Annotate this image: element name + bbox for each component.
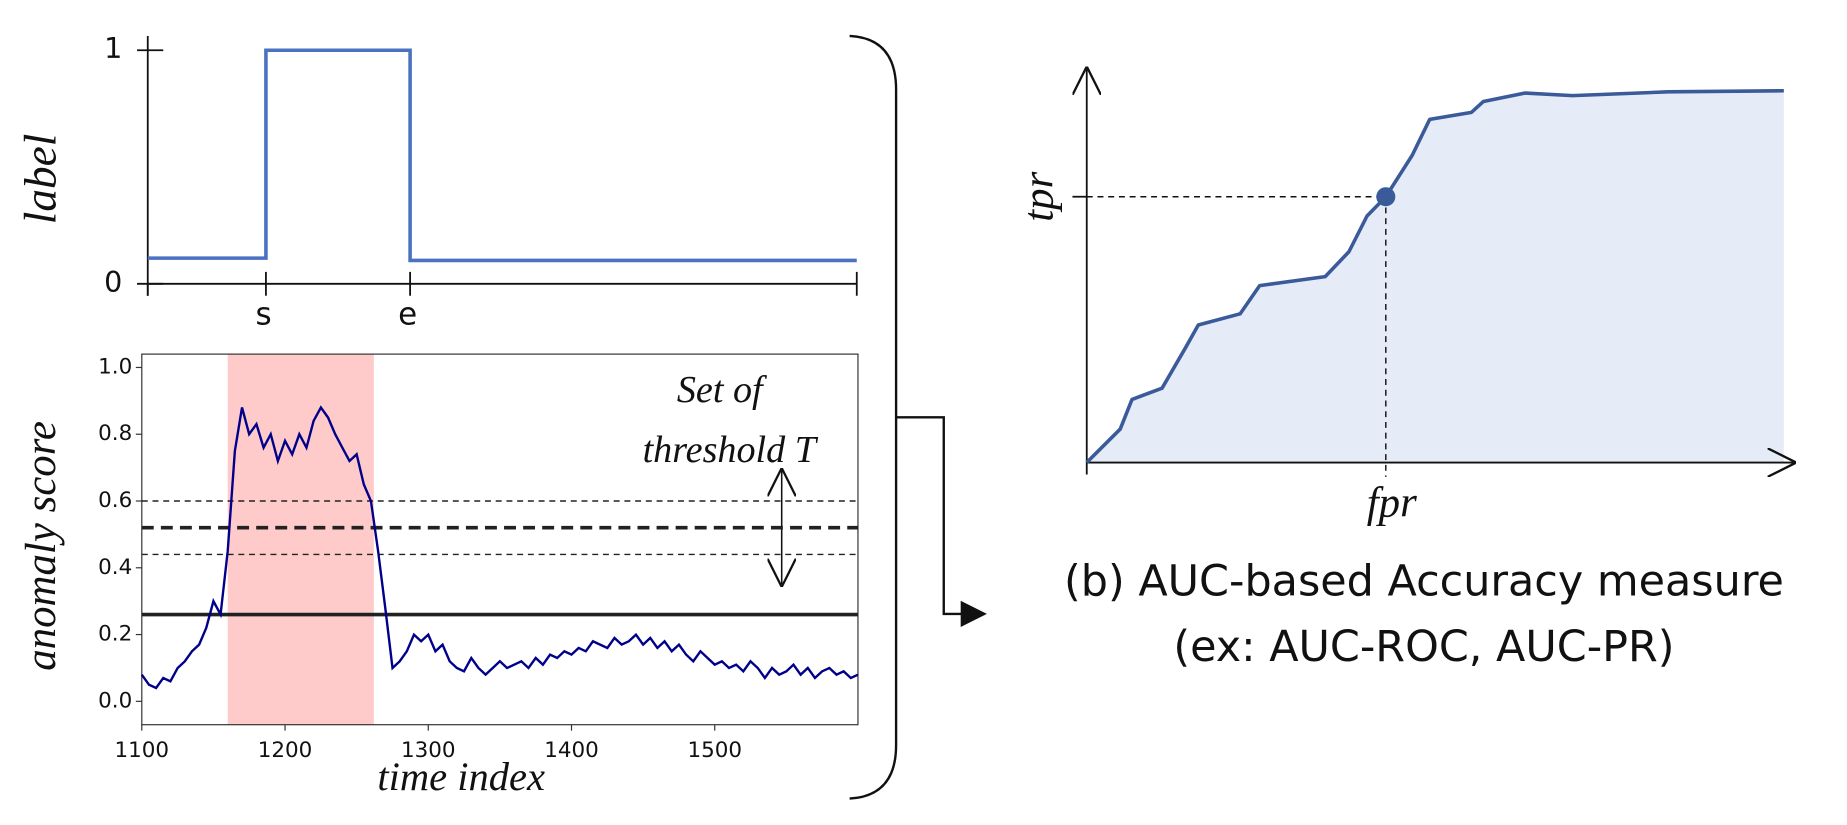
y-tick-label: 0.0 bbox=[98, 688, 132, 713]
y-tick-label: 0 bbox=[104, 265, 122, 299]
x-tick-label: 1200 bbox=[258, 738, 313, 763]
caption: (ex: AUC-ROC, AUC-PR) bbox=[1173, 622, 1674, 672]
flow-arrow bbox=[896, 416, 987, 627]
x-tick-label: s bbox=[255, 296, 271, 332]
y-axis-label: anomaly score bbox=[18, 421, 65, 671]
auc-area bbox=[1086, 90, 1784, 463]
y-tick-label: 1.0 bbox=[98, 354, 132, 379]
y-axis-label: label bbox=[16, 134, 66, 225]
x-tick-label: e bbox=[398, 296, 417, 332]
label-line bbox=[147, 48, 857, 263]
anomaly-region bbox=[227, 354, 374, 725]
y-tick-label: 0.8 bbox=[98, 421, 132, 446]
x-axis-label: time index bbox=[377, 754, 545, 799]
operating-point bbox=[1376, 187, 1396, 207]
y-axis-label: tpr bbox=[1016, 171, 1063, 221]
x-tick-label: 1300 bbox=[401, 738, 456, 763]
x-tick-label: 1400 bbox=[544, 738, 599, 763]
annotation: Set of bbox=[677, 369, 767, 411]
x-tick-label: 1500 bbox=[687, 738, 742, 763]
bracket bbox=[849, 34, 898, 800]
x-axis-label: fpr bbox=[1367, 479, 1417, 526]
y-tick-label: 0.2 bbox=[98, 622, 132, 647]
y-tick-label: 0.6 bbox=[98, 488, 132, 513]
x-tick-label: 1100 bbox=[115, 738, 170, 763]
y-tick-label: 1 bbox=[104, 31, 122, 65]
roc-curve bbox=[1085, 88, 1784, 464]
score-line bbox=[140, 405, 859, 690]
y-tick-label: 0.4 bbox=[98, 555, 132, 580]
plot-frame bbox=[141, 353, 859, 726]
caption: (b) AUC-based Accuracy measure bbox=[1064, 557, 1784, 607]
annotation: threshold T bbox=[643, 429, 819, 471]
